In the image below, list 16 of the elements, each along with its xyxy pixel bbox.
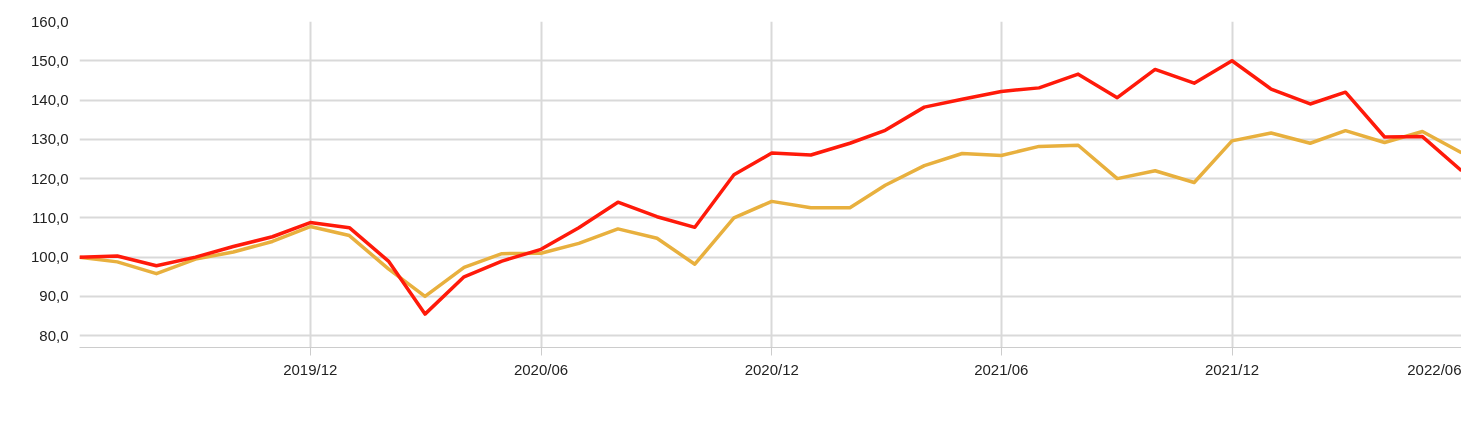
x-tick-label: 2020/12	[744, 360, 799, 378]
y-tick-label: 130,0	[30, 130, 69, 148]
y-tick-label: 90,0	[39, 287, 69, 305]
y-tick-label: 140,0	[30, 91, 69, 109]
y-tick-label: 160,0	[30, 12, 69, 30]
x-tick-label: 2019/12	[283, 360, 338, 378]
line-series	[79, 59, 1461, 316]
y-tick-label: 80,0	[39, 326, 69, 344]
y-tick-label: 150,0	[30, 51, 69, 69]
x-tick-label: 2021/06	[974, 360, 1029, 378]
y-tick-label: 120,0	[30, 169, 69, 187]
x-tick-label: 2020/06	[513, 360, 569, 378]
x-tick-label: 2022/06	[1407, 360, 1461, 378]
y-tick-label: 110,0	[32, 208, 69, 226]
x-tick-label: 2021/12	[1204, 360, 1260, 378]
y-tick-label: 100,0	[30, 248, 69, 266]
